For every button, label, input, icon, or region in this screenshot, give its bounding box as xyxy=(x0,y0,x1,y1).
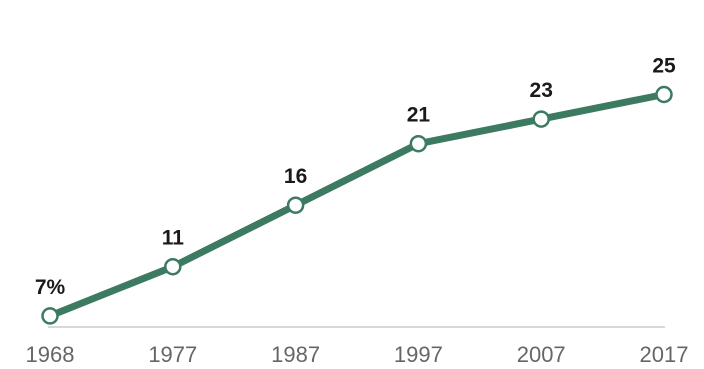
series-line xyxy=(46,91,668,320)
data-label-layer: 7% 11 16 21 23 25 xyxy=(35,55,676,299)
data-point xyxy=(532,110,550,128)
data-label: 16 xyxy=(284,165,307,188)
data-point xyxy=(164,257,182,276)
data-point xyxy=(655,85,673,104)
data-label: 25 xyxy=(652,55,676,78)
x-tick-label: 2007 xyxy=(517,342,566,367)
x-tick-label: 2017 xyxy=(640,342,689,367)
data-label: 23 xyxy=(530,79,553,102)
data-point xyxy=(286,196,305,214)
data-label: 21 xyxy=(407,104,431,127)
x-tick-label: 1968 xyxy=(26,342,75,367)
x-tick-label: 1987 xyxy=(271,342,320,367)
data-point xyxy=(409,134,428,153)
marker-layer xyxy=(41,85,673,325)
x-tick-layer: 1968 1977 1987 1997 2007 2017 xyxy=(26,342,689,367)
data-point xyxy=(41,307,59,325)
x-tick-label: 1977 xyxy=(148,342,197,367)
series-layer xyxy=(46,91,668,320)
data-label: 11 xyxy=(162,227,185,250)
x-tick-label: 1997 xyxy=(394,342,443,367)
data-label: 7% xyxy=(35,276,66,299)
